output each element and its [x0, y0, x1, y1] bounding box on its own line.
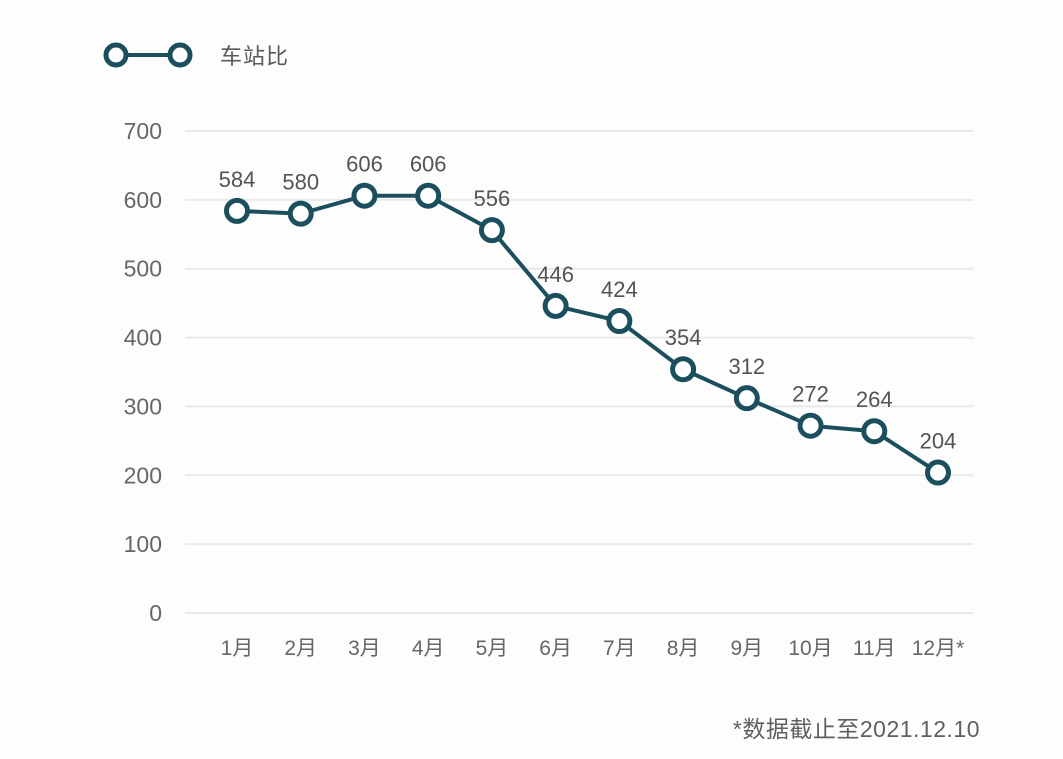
x-axis-tick-label: 4月	[412, 637, 445, 660]
data-point-label: 424	[601, 277, 638, 302]
line-marker-icon	[103, 42, 193, 68]
x-axis-tick-label: 8月	[667, 637, 700, 660]
y-axis-tick-label: 200	[124, 462, 162, 488]
data-point	[733, 385, 760, 412]
y-axis-tick-label: 300	[124, 393, 162, 419]
data-point	[351, 182, 378, 209]
data-point-label: 580	[282, 170, 319, 195]
data-point	[224, 197, 250, 224]
data-point	[542, 292, 569, 319]
x-axis-tick-label: 1月	[221, 637, 254, 660]
data-line	[235, 193, 940, 475]
data-point	[478, 217, 505, 244]
x-axis-tick-label: 3月	[348, 637, 381, 660]
data-point	[797, 412, 824, 439]
data-point-label: 264	[856, 387, 893, 412]
data-point-label: 606	[346, 152, 383, 177]
data-point	[606, 308, 633, 335]
data-point-label: 272	[792, 382, 829, 407]
x-axis-tick-label: 9月	[730, 637, 763, 660]
x-axis-tick-label: 5月	[476, 637, 509, 660]
x-axis-tick-label: 11月	[853, 637, 896, 660]
x-axis-tick-label: 7月	[603, 637, 636, 660]
x-axis-tick-label: 2月	[284, 637, 317, 660]
data-point-label: 204	[920, 429, 957, 454]
data-point-label: 354	[665, 325, 702, 350]
data-point-label: 446	[537, 262, 574, 287]
x-axis-tick-label: 10月	[788, 637, 832, 660]
y-axis-tick-label: 100	[124, 531, 162, 557]
data-point	[925, 459, 951, 486]
y-axis-tick-label: 600	[124, 187, 162, 213]
data-point-label: 556	[474, 186, 511, 211]
legend: 车站比	[102, 38, 289, 72]
x-axis-tick-label: 6月	[539, 637, 572, 660]
data-point	[670, 356, 697, 383]
footnote: *数据截止至2021.12.10	[732, 716, 980, 742]
x-axis-tick-label: 12月*	[912, 637, 965, 660]
data-point	[415, 182, 442, 209]
y-axis-tick-label: 500	[124, 256, 162, 282]
y-axis-tick-label: 700	[124, 118, 162, 144]
data-point-label: 584	[219, 167, 256, 192]
data-point	[287, 200, 314, 227]
legend-label: 车站比	[220, 44, 290, 69]
y-axis-tick-label: 400	[124, 325, 162, 351]
y-axis-tick-label: 0	[149, 600, 162, 626]
data-point-label: 606	[410, 152, 447, 177]
data-point-label: 312	[728, 354, 765, 379]
data-point	[861, 418, 888, 445]
